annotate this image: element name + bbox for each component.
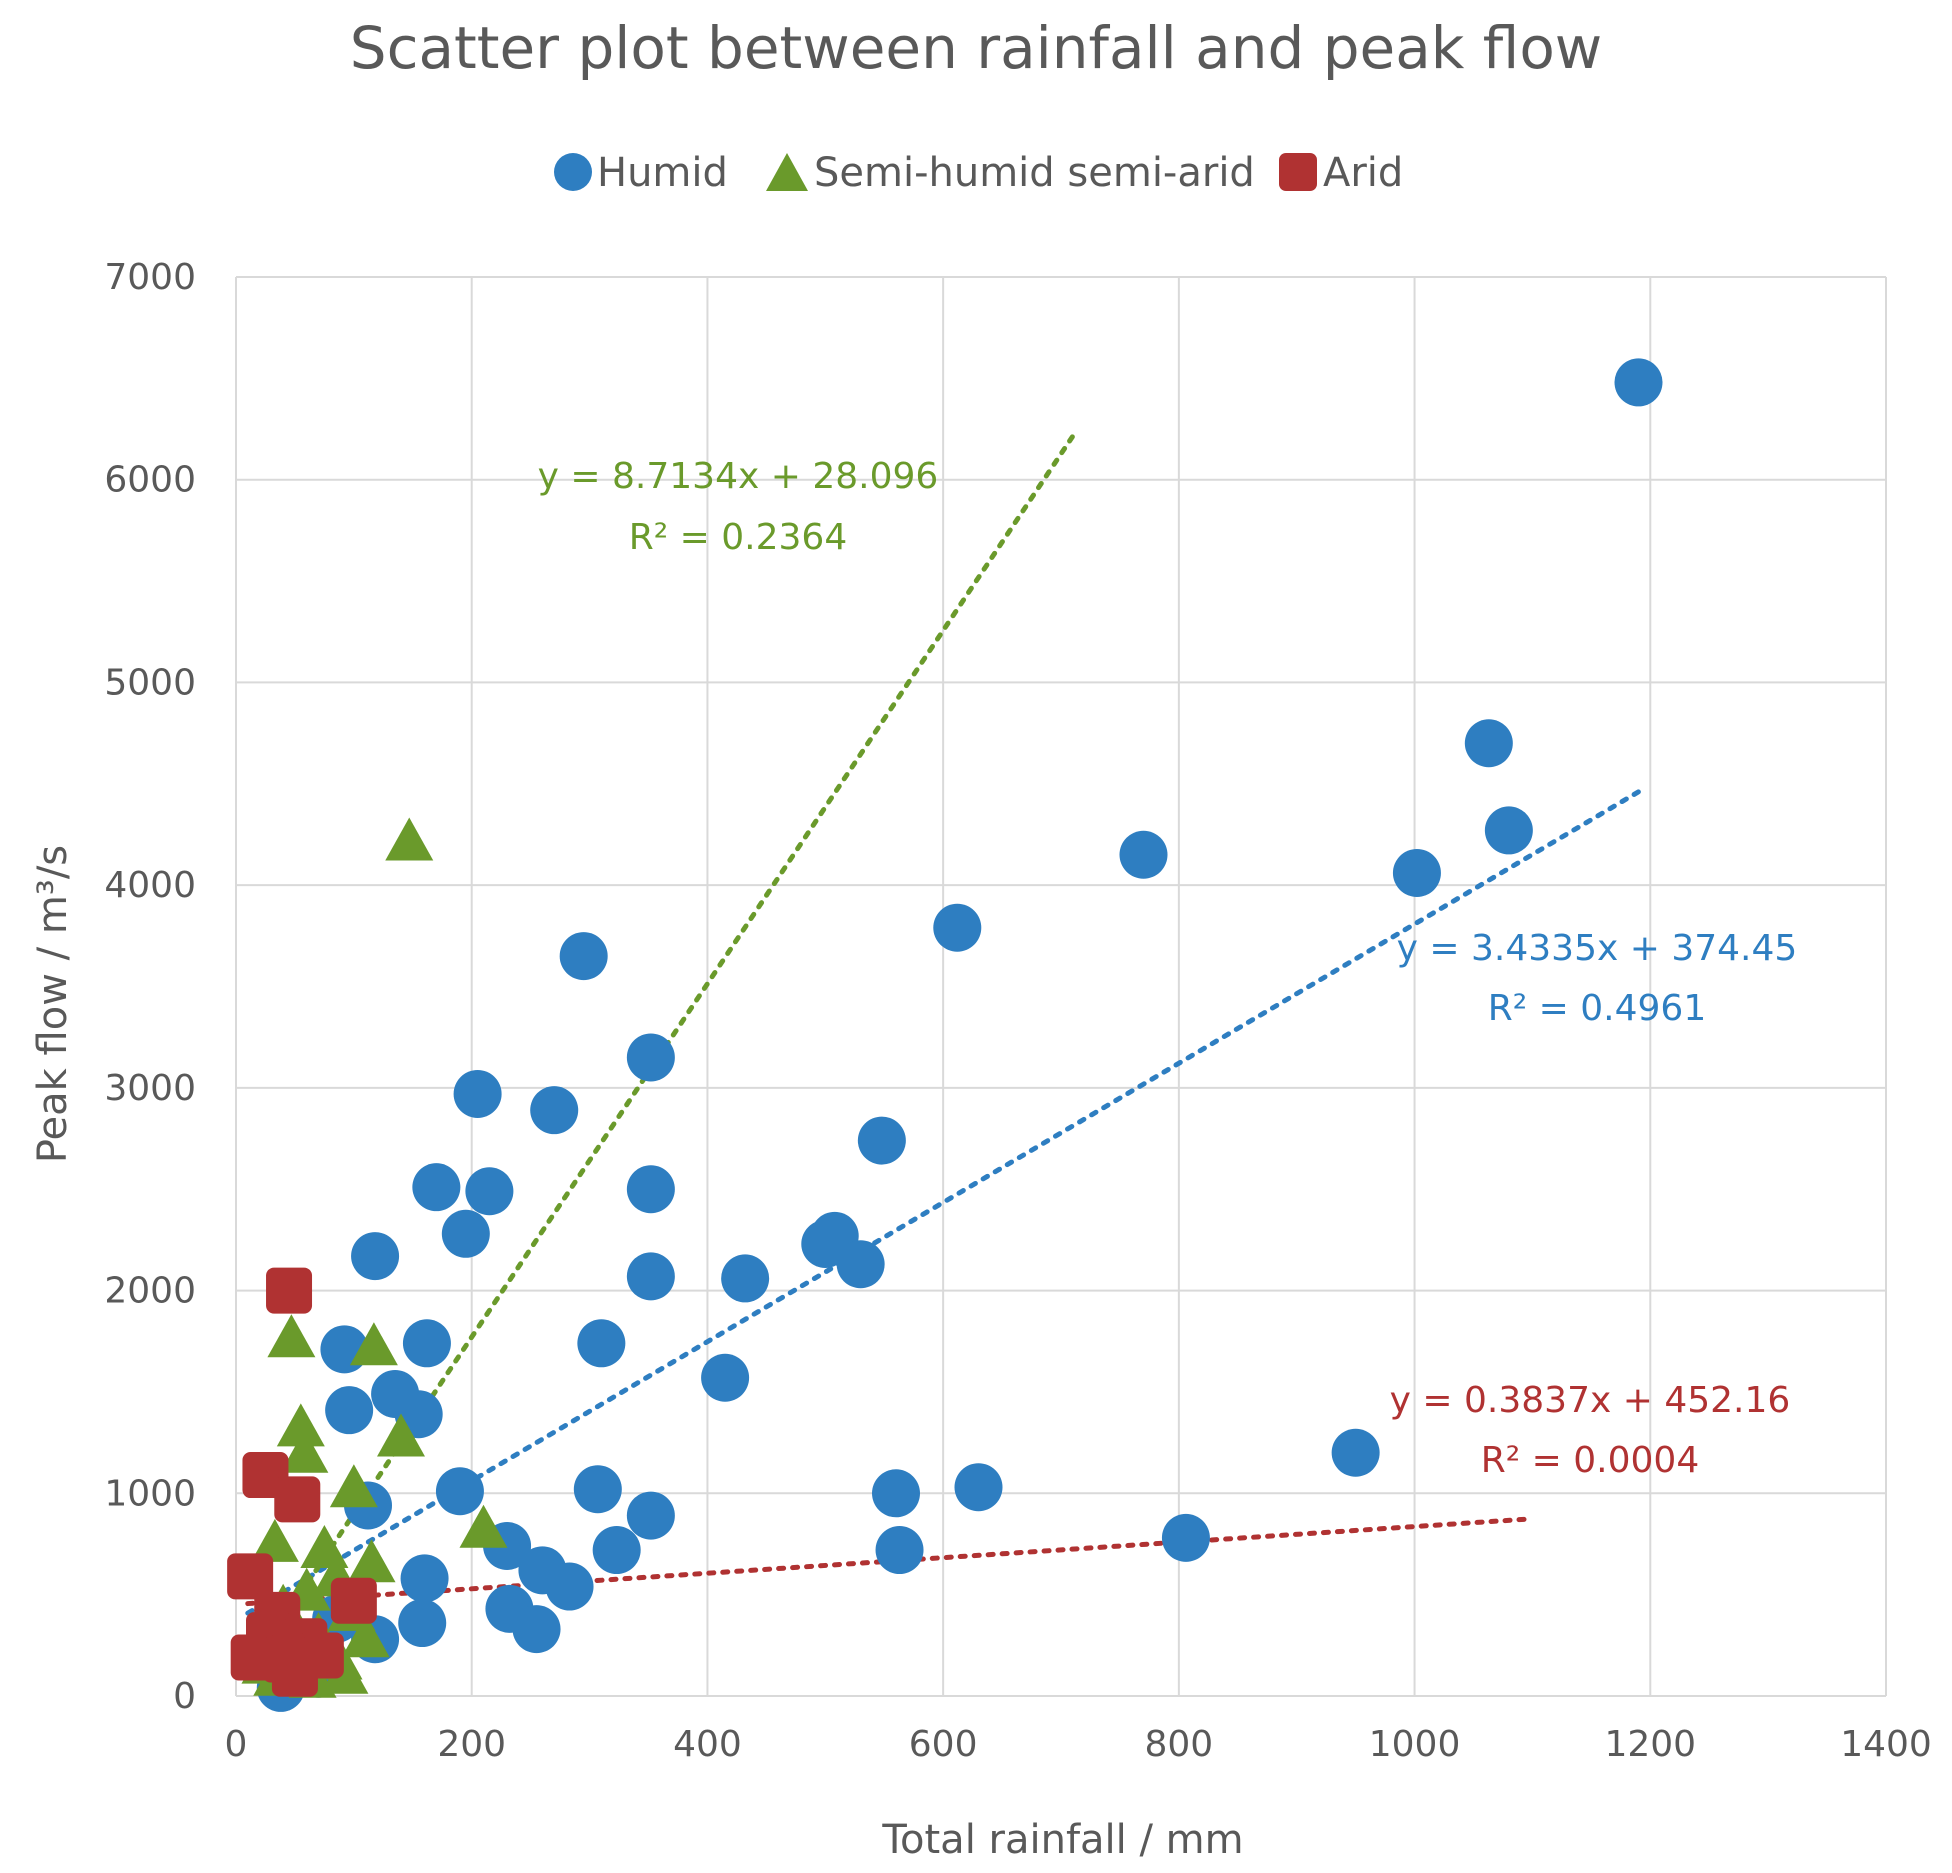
semi-humid-semi-arid-point	[349, 1322, 398, 1366]
humid-point	[836, 1240, 885, 1289]
humid-point	[325, 1386, 374, 1435]
trendline-humid	[245, 789, 1641, 1616]
x-tick-label: 800	[1144, 1724, 1213, 1765]
y-tick-label: 4000	[104, 865, 196, 906]
y-tick-label: 3000	[104, 1068, 196, 1109]
y-axis-ticks: 0 1000 2000 3000 4000 5000 6000 7000	[104, 257, 196, 1717]
semi-humid-semi-arid-point	[341, 1614, 390, 1658]
humid-point	[530, 1086, 579, 1135]
humid-point	[721, 1254, 770, 1303]
humid-point	[954, 1463, 1003, 1512]
trendline-label-semi-humid-semi-arid: y = 8.7134x + 28.096 R² = 0.2364	[538, 456, 939, 558]
humid-point	[933, 903, 982, 952]
gridlines	[235, 276, 1887, 1697]
data-points	[227, 358, 1663, 1712]
x-axis-title: Total rainfall / mm	[881, 1817, 1243, 1863]
semi-humid-semi-arid-point	[377, 1413, 425, 1457]
semi-humid-semi-arid-point	[267, 1314, 316, 1358]
arid-point	[330, 1577, 377, 1624]
humid-point	[512, 1605, 561, 1654]
humid-point	[400, 1554, 449, 1603]
legend-marker-humid	[554, 153, 592, 191]
humid-point	[857, 1116, 906, 1165]
r2-semi-humid-semi-arid: R² = 0.2364	[629, 517, 847, 558]
semi-humid-semi-arid-point	[459, 1504, 508, 1548]
legend: Humid Semi-humid semi-arid Arid	[554, 150, 1403, 196]
x-tick-label: 0	[225, 1724, 248, 1765]
trendline-label-humid: y = 3.4335x + 374.45 R² = 0.4961	[1397, 928, 1798, 1029]
semi-humid-semi-arid-point	[276, 1403, 325, 1447]
arid-point	[274, 1476, 321, 1523]
semi-humid-semi-arid-point	[320, 1650, 369, 1694]
legend-label-humid: Humid	[597, 150, 728, 196]
x-tick-label: 1000	[1369, 1724, 1461, 1765]
x-axis-ticks: 0 200 400 600 800 1000 1200 1400	[225, 1724, 1932, 1765]
humid-point	[398, 1599, 447, 1648]
equation-arid: y = 0.3837x + 452.16	[1390, 1380, 1791, 1421]
arid-point	[266, 1267, 313, 1314]
y-axis-title: Peak flow / m³/s	[30, 845, 76, 1163]
semi-humid-semi-arid-point	[347, 1539, 396, 1583]
humid-point	[626, 1033, 675, 1082]
humid-point	[412, 1163, 461, 1212]
arid-point	[271, 1650, 318, 1697]
humid-point	[1331, 1428, 1380, 1477]
arid-point	[227, 1553, 274, 1600]
y-tick-label: 7000	[104, 257, 196, 298]
humid-point	[435, 1467, 484, 1516]
equation-semi-humid-semi-arid: y = 8.7134x + 28.096	[538, 456, 939, 497]
humid-point	[1614, 358, 1663, 407]
humid-point	[1161, 1513, 1210, 1562]
humid-point	[1464, 719, 1513, 768]
x-tick-label: 1200	[1604, 1724, 1696, 1765]
humid-point	[1119, 830, 1168, 879]
y-tick-label: 1000	[104, 1473, 196, 1514]
humid-point	[1392, 848, 1441, 897]
humid-point	[592, 1526, 641, 1575]
y-tick-label: 5000	[104, 662, 196, 703]
humid-point	[453, 1069, 502, 1118]
x-tick-label: 200	[437, 1724, 506, 1765]
humid-point	[441, 1209, 490, 1258]
equation-humid: y = 3.4335x + 374.45	[1397, 928, 1798, 969]
legend-label-arid: Arid	[1323, 150, 1403, 196]
humid-point	[875, 1526, 924, 1575]
x-tick-label: 1400	[1840, 1724, 1932, 1765]
trendline-semi-humid-semi-arid	[251, 433, 1076, 1667]
semi-humid-semi-arid-point	[329, 1464, 378, 1508]
y-tick-label: 2000	[104, 1271, 196, 1312]
humid-point	[626, 1252, 675, 1301]
semi-humid-semi-arid-point	[385, 817, 434, 861]
legend-marker-arid	[1279, 153, 1317, 191]
y-tick-label: 0	[173, 1676, 196, 1717]
trendline-label-arid: y = 0.3837x + 452.16 R² = 0.0004	[1390, 1380, 1791, 1481]
legend-label-semi-humid-semi-arid: Semi-humid semi-arid	[814, 150, 1255, 196]
x-tick-label: 600	[909, 1724, 978, 1765]
x-tick-label: 400	[673, 1724, 742, 1765]
humid-point	[872, 1469, 920, 1518]
r2-humid: R² = 0.4961	[1488, 988, 1706, 1029]
humid-point	[465, 1167, 514, 1216]
chart-title: Scatter plot between rainfall and peak f…	[350, 14, 1603, 82]
humid-point	[545, 1562, 594, 1611]
humid-point	[577, 1319, 626, 1368]
humid-point	[626, 1165, 675, 1214]
legend-marker-semi-humid-semi-arid	[766, 153, 808, 191]
humid-point	[701, 1353, 750, 1402]
humid-point	[1484, 806, 1533, 855]
semi-humid-semi-arid-point	[250, 1518, 299, 1562]
y-tick-label: 6000	[104, 460, 196, 501]
humid-point	[351, 1232, 400, 1281]
humid-point	[626, 1491, 675, 1540]
humid-point	[573, 1465, 622, 1514]
humid-point	[402, 1319, 451, 1368]
semi-humid-semi-arid-point	[280, 1429, 329, 1473]
humid-point	[559, 932, 608, 981]
r2-arid: R² = 0.0004	[1481, 1440, 1699, 1481]
